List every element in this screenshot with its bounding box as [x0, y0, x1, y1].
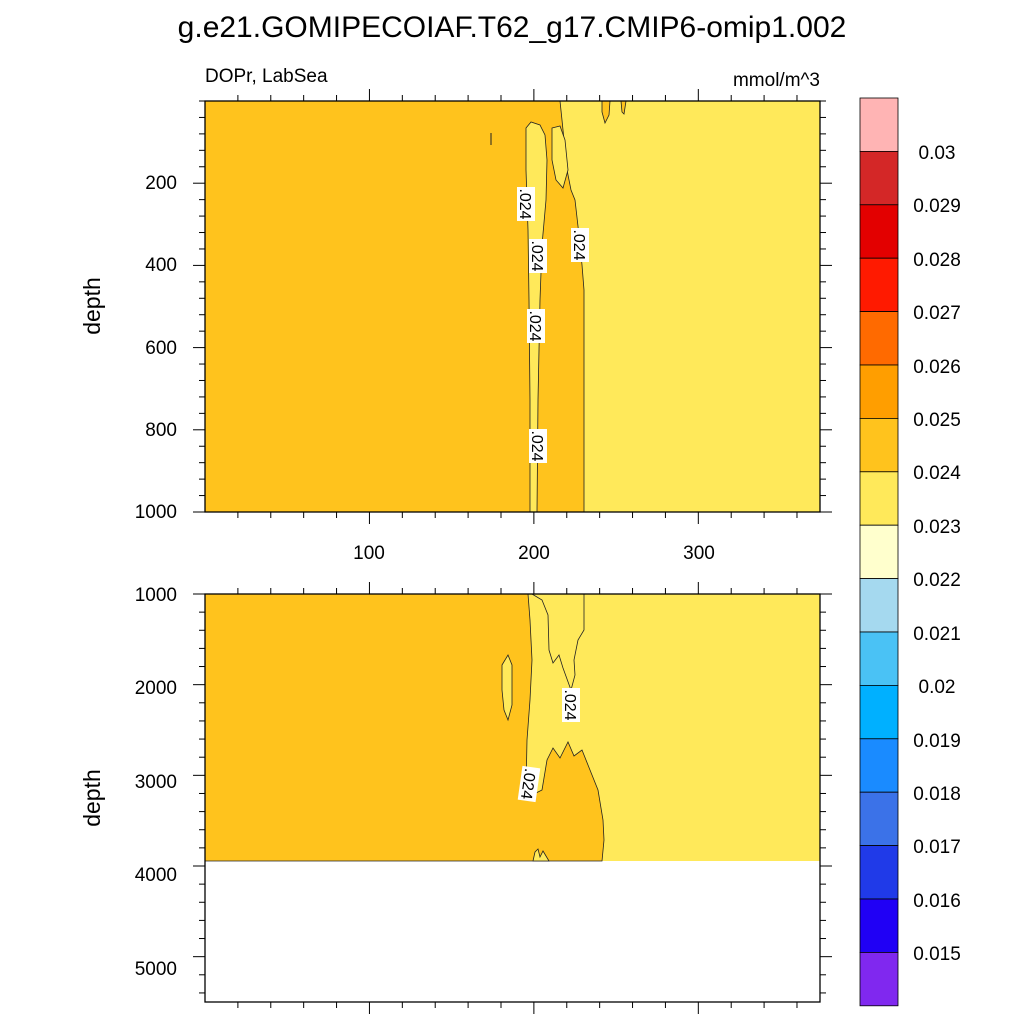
y-tick-label: 3000 [135, 772, 177, 793]
upper-contour-label-text: .024 [526, 310, 543, 341]
upper-contour-label-text: .024 [528, 240, 545, 271]
colorbar-label: 0.027 [913, 303, 961, 324]
lower-contour-labels: .024 .024 [517, 688, 580, 803]
colorbar-box [859, 845, 899, 900]
lower-contour-label-text: .024 [561, 689, 578, 720]
y-tick-label: 1000 [135, 585, 177, 606]
colorbar-box [859, 364, 899, 419]
lower-panel: .024 .024 1000 2000 3000 4000 5000 depth [79, 582, 832, 1014]
x-tick-label: 100 [353, 543, 385, 564]
colorbar-box [859, 97, 899, 152]
chart-subtitle: DOPr, LabSea [205, 66, 328, 87]
upper-y-axis: 200 400 600 800 1000 depth [79, 173, 177, 523]
upper-plot-area [205, 101, 820, 512]
colorbar-box [859, 257, 899, 313]
colorbar-box [859, 417, 899, 473]
colorbar-label: 0.03 [919, 143, 956, 164]
colorbar-label: 0.022 [913, 570, 961, 591]
y-tick-label: 600 [145, 338, 177, 359]
upper-panel: .024 .024 .024 .024 .024 200 400 600 [79, 89, 832, 564]
chart-title: g.e21.GOMIPECOIAF.T62_g17.CMIP6-omip1.00… [178, 11, 847, 44]
upper-contour-label-text: .024 [528, 430, 545, 461]
colorbar-label: 0.025 [913, 410, 961, 431]
x-tick-label: 300 [683, 543, 715, 564]
lower-contour-label: .024 [561, 688, 580, 722]
upper-contour-label: .024 [528, 429, 547, 463]
colorbar [859, 97, 899, 1007]
upper-contour-label: .024 [516, 187, 535, 221]
colorbar-box [859, 738, 899, 793]
colorbar-box [859, 150, 899, 206]
colorbar-label: 0.028 [913, 250, 961, 271]
units-label: mmol/m^3 [733, 70, 820, 91]
upper-contour-label: .024 [528, 239, 547, 273]
lower-tick-marks [193, 582, 832, 1014]
y-tick-label: 800 [145, 420, 177, 441]
colorbar-label: 0.016 [913, 891, 961, 912]
colorbar-box [859, 685, 899, 740]
lower-pocket-2 [501, 654, 513, 722]
lower-bottom-wisp [532, 848, 550, 862]
upper-frame [204, 100, 821, 513]
upper-contour-label-text: .024 [516, 188, 533, 219]
colorbar-box [859, 952, 899, 1007]
colorbar-labels: 0.03 0.029 0.028 0.027 0.026 0.025 0.024… [913, 143, 961, 965]
upper-pocket-4 [620, 101, 627, 115]
upper-pocket-3 [601, 101, 611, 125]
lower-frame [204, 593, 821, 1003]
y-tick-label: 1000 [135, 502, 177, 523]
colorbar-box [859, 898, 899, 953]
x-tick-label: 200 [518, 543, 550, 564]
y-tick-label: 400 [145, 255, 177, 276]
lower-y-axis: 1000 2000 3000 4000 5000 depth [79, 585, 177, 980]
colorbar-label: 0.018 [913, 784, 961, 805]
y-tick-label: 5000 [135, 959, 177, 980]
upper-region-high [205, 101, 585, 512]
colorbar-box [859, 204, 899, 259]
colorbar-box [859, 791, 899, 847]
colorbar-box [859, 471, 899, 526]
lower-contour-label: .024 [517, 765, 541, 803]
colorbar-label: 0.021 [913, 624, 961, 645]
upper-pocket-2 [551, 125, 569, 189]
colorbar-box [859, 524, 899, 580]
colorbar-label: 0.019 [913, 731, 961, 752]
y-tick-label: 2000 [135, 678, 177, 699]
colorbar-box [859, 631, 899, 686]
lower-pocket-1 [531, 594, 585, 692]
lower-contour-label-text: .024 [517, 767, 538, 800]
upper-contour-label-text: .024 [570, 229, 587, 260]
y-axis-label: depth [79, 277, 105, 335]
colorbar-label: 0.02 [919, 677, 956, 698]
y-tick-label: 4000 [135, 865, 177, 886]
upper-contour-label: .024 [570, 228, 589, 262]
colorbar-label: 0.015 [913, 944, 961, 965]
y-axis-label: depth [79, 769, 105, 827]
upper-x-axis: 100 200 300 [353, 543, 715, 564]
colorbar-box [859, 578, 899, 633]
upper-contour-label: .024 [526, 309, 545, 343]
colorbar-label: 0.029 [913, 196, 961, 217]
colorbar-label: 0.026 [913, 357, 961, 378]
colorbar-box [859, 311, 899, 366]
lower-plot-area [205, 594, 820, 862]
colorbar-label: 0.024 [913, 463, 961, 484]
y-tick-label: 200 [145, 173, 177, 194]
upper-contour-labels: .024 .024 .024 .024 .024 [516, 187, 589, 463]
colorbar-label: 0.023 [913, 517, 961, 538]
upper-tick-marks [193, 89, 832, 524]
colorbar-label: 0.017 [913, 837, 961, 858]
